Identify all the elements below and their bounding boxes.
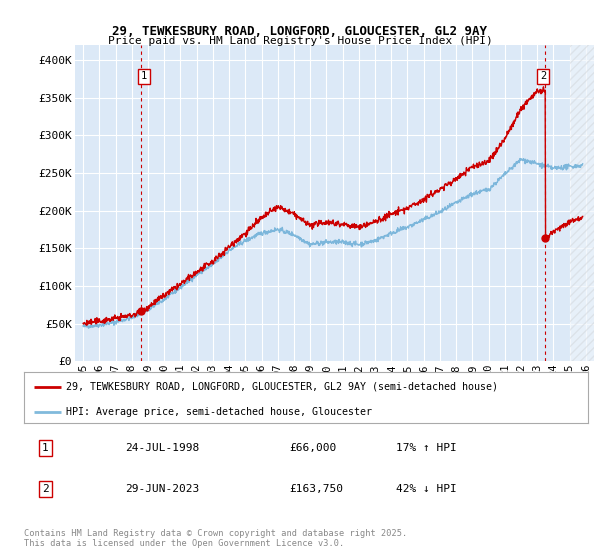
Bar [569,45,594,361]
Text: 29-JUN-2023: 29-JUN-2023 [125,484,200,494]
Text: £66,000: £66,000 [289,443,337,453]
Text: Price paid vs. HM Land Registry's House Price Index (HPI): Price paid vs. HM Land Registry's House … [107,36,493,46]
Text: 42% ↓ HPI: 42% ↓ HPI [396,484,457,494]
Text: 24-JUL-1998: 24-JUL-1998 [125,443,200,453]
Text: 29, TEWKESBURY ROAD, LONGFORD, GLOUCESTER, GL2 9AY: 29, TEWKESBURY ROAD, LONGFORD, GLOUCESTE… [113,25,487,38]
Text: 1: 1 [141,72,147,81]
Text: 17% ↑ HPI: 17% ↑ HPI [396,443,457,453]
Text: 2: 2 [540,72,546,81]
Bar [569,45,594,361]
Text: £163,750: £163,750 [289,484,343,494]
Text: HPI: Average price, semi-detached house, Gloucester: HPI: Average price, semi-detached house,… [66,407,372,417]
Text: 2: 2 [42,484,49,494]
Text: 1: 1 [42,443,49,453]
Text: Contains HM Land Registry data © Crown copyright and database right 2025.
This d: Contains HM Land Registry data © Crown c… [24,529,407,548]
Text: 29, TEWKESBURY ROAD, LONGFORD, GLOUCESTER, GL2 9AY (semi-detached house): 29, TEWKESBURY ROAD, LONGFORD, GLOUCESTE… [66,381,499,391]
